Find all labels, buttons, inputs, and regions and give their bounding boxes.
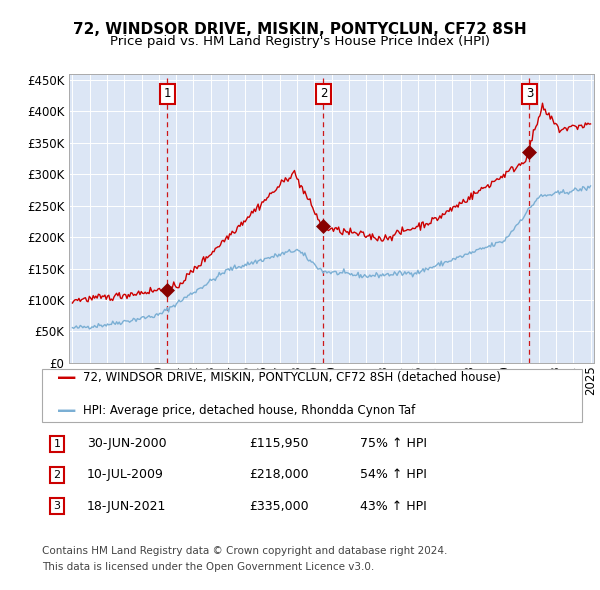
Text: 3: 3 (53, 502, 61, 511)
Text: 10-JUL-2009: 10-JUL-2009 (87, 468, 164, 481)
Text: Contains HM Land Registry data © Crown copyright and database right 2024.: Contains HM Land Registry data © Crown c… (42, 546, 448, 556)
Text: This data is licensed under the Open Government Licence v3.0.: This data is licensed under the Open Gov… (42, 562, 374, 572)
Text: 3: 3 (526, 87, 533, 100)
Text: 2: 2 (53, 470, 61, 480)
Text: £335,000: £335,000 (249, 500, 308, 513)
Text: 72, WINDSOR DRIVE, MISKIN, PONTYCLUN, CF72 8SH: 72, WINDSOR DRIVE, MISKIN, PONTYCLUN, CF… (73, 22, 527, 37)
Text: HPI: Average price, detached house, Rhondda Cynon Taf: HPI: Average price, detached house, Rhon… (83, 404, 415, 417)
Text: 2: 2 (320, 87, 327, 100)
Text: 18-JUN-2021: 18-JUN-2021 (87, 500, 166, 513)
Text: —: — (57, 401, 76, 419)
Text: 72, WINDSOR DRIVE, MISKIN, PONTYCLUN, CF72 8SH (detached house): 72, WINDSOR DRIVE, MISKIN, PONTYCLUN, CF… (83, 371, 500, 384)
Text: 1: 1 (53, 439, 61, 448)
Text: £115,950: £115,950 (249, 437, 308, 450)
Text: £218,000: £218,000 (249, 468, 308, 481)
Text: 30-JUN-2000: 30-JUN-2000 (87, 437, 167, 450)
Text: Price paid vs. HM Land Registry's House Price Index (HPI): Price paid vs. HM Land Registry's House … (110, 35, 490, 48)
Text: —: — (57, 368, 76, 387)
Text: 75% ↑ HPI: 75% ↑ HPI (360, 437, 427, 450)
Text: 1: 1 (164, 87, 171, 100)
Text: 43% ↑ HPI: 43% ↑ HPI (360, 500, 427, 513)
Text: 54% ↑ HPI: 54% ↑ HPI (360, 468, 427, 481)
